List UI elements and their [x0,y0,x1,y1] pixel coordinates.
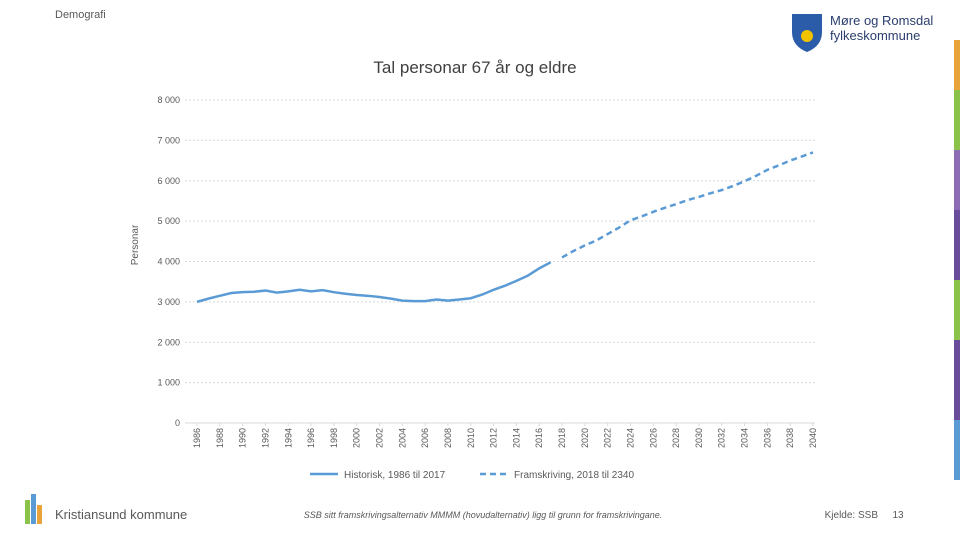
x-tick-label: 1990 [238,428,248,448]
x-tick-label: 2040 [808,428,818,448]
x-tick-label: 2028 [671,428,681,448]
x-tick-label: 2020 [580,428,590,448]
y-tick-label: 0 [175,418,180,428]
logo-bar [37,505,42,524]
x-tick-label: 2004 [397,428,407,448]
edge-bar [954,340,960,420]
y-tick-label: 8 000 [157,95,180,105]
x-tick-label: 2010 [466,428,476,448]
legend-label: Framskriving, 2018 til 2340 [514,470,634,481]
x-tick-label: 2000 [352,428,362,448]
x-tick-label: 1988 [215,428,225,448]
x-tick-label: 2026 [648,428,658,448]
kommune-logo [25,494,42,524]
footer-left: Kristiansund kommune [55,507,187,522]
x-tick-label: 2008 [443,428,453,448]
x-tick-label: 2018 [557,428,567,448]
x-tick-label: 1996 [306,428,316,448]
x-tick-label: 2022 [603,428,613,448]
x-tick-label: 2006 [420,428,430,448]
edge-bar [954,210,960,280]
page-number: 13 [892,510,904,521]
x-tick-label: 2012 [489,428,499,448]
legend-label: Historisk, 1986 til 2017 [344,470,446,481]
edge-bar [954,280,960,340]
x-tick-label: 2016 [534,428,544,448]
x-tick-label: 2036 [762,428,772,448]
x-tick-label: 1992 [260,428,270,448]
x-tick-label: 2014 [511,428,521,448]
x-tick-label: 1994 [283,428,293,448]
y-tick-label: 5 000 [157,216,180,226]
y-tick-label: 3 000 [157,297,180,307]
logo-bar [31,494,36,524]
series-line [196,261,552,304]
y-tick-label: 2 000 [157,337,180,347]
source: Kjelde: SSB [825,510,879,521]
footer-note: SSB sitt framskrivingsalternativ MMMM (h… [304,510,663,520]
edge-bar [954,150,960,210]
logo-bar [25,500,30,524]
edge-bar [954,420,960,480]
y-tick-label: 6 000 [157,176,180,186]
y-axis-label: Personar [130,224,141,265]
y-tick-label: 1 000 [157,378,180,388]
logo-text: Møre og Romsdal [830,13,933,28]
edge-bar [954,40,960,90]
plot: 0 1 000 2 000 3 000 4 000 5 000 6 000 7 000 8 00… [157,95,818,481]
x-tick-label: 2030 [694,428,704,448]
x-tick-label: 1998 [329,428,339,448]
x-tick-label: 2034 [740,428,750,448]
x-tick-label: 2038 [785,428,795,448]
section-label: Demografi [55,9,106,21]
logo: Møre og Romsdal fylkeskommune [792,13,933,52]
y-tick-label: 4 000 [157,257,180,267]
edge-bar [954,90,960,150]
x-tick-label: 1986 [192,428,202,448]
x-tick-label: 2024 [625,428,635,448]
edge-decoration [954,40,960,480]
chart-title: Tal personar 67 år og eldre [373,58,576,77]
logo-emblem [801,30,813,42]
y-tick-label: 7 000 [157,135,180,145]
x-tick-label: 2032 [717,428,727,448]
logo-text: fylkeskommune [830,28,920,43]
x-tick-label: 2002 [375,428,385,448]
